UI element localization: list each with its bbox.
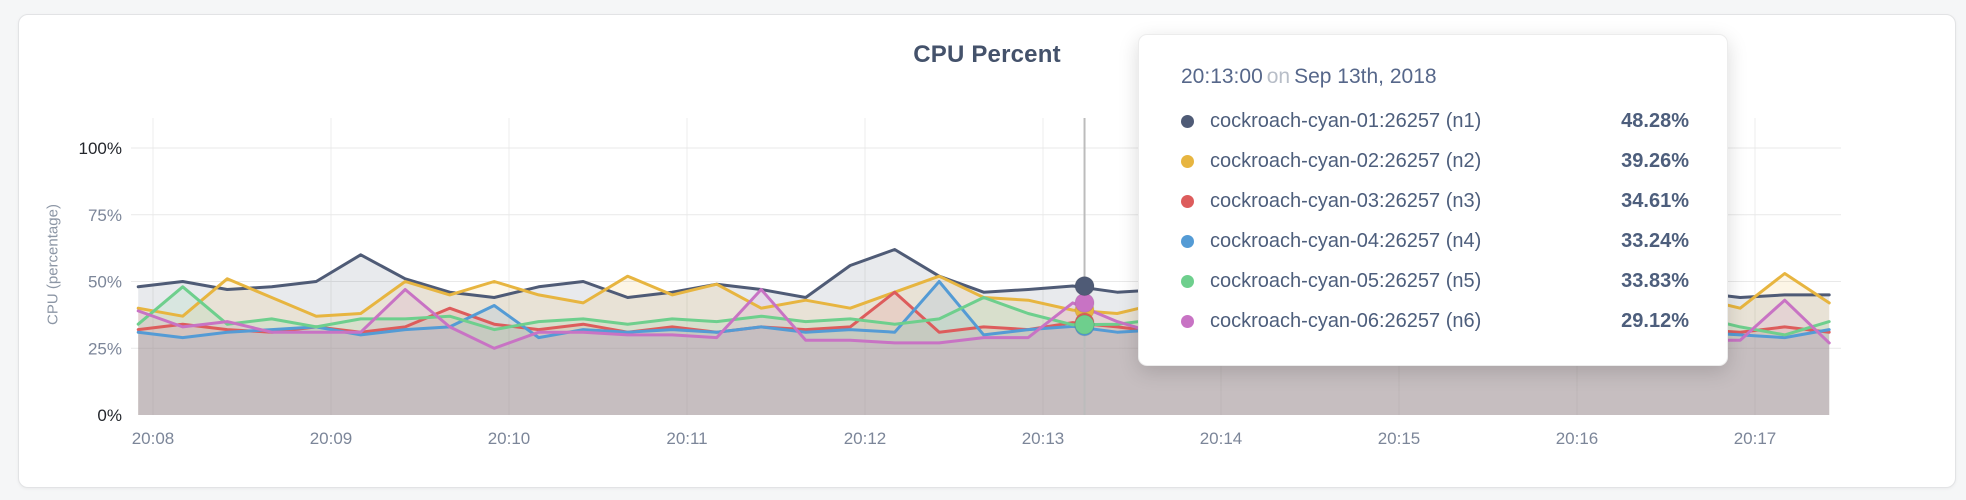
x-tick-label: 20:14 <box>1200 429 1243 448</box>
tooltip-row: cockroach-cyan-06:26257 (n6) 29.12% <box>1181 301 1689 341</box>
x-tick-label: 20:17 <box>1734 429 1777 448</box>
y-axis-title: CPU (percentage) <box>44 204 62 325</box>
series-color-dot <box>1181 154 1194 168</box>
series-color-dot <box>1181 314 1194 328</box>
series-value: 39.26% <box>1621 149 1689 172</box>
tooltip-row: cockroach-cyan-01:26257 (n1) 48.28% <box>1181 101 1689 141</box>
series-area <box>138 292 1830 415</box>
tooltip-time: 20:13:00 <box>1181 65 1263 88</box>
tooltip-connector: on <box>1266 65 1291 88</box>
series-area <box>138 281 1830 415</box>
y-tick-label: 0% <box>97 406 122 425</box>
chart-title: CPU Percent <box>913 41 1061 68</box>
tooltip-rows: cockroach-cyan-01:26257 (n1) 48.28% cockro… <box>1181 101 1689 341</box>
tooltip-row: cockroach-cyan-04:26257 (n4) 33.24% <box>1181 221 1689 261</box>
series-label: cockroach-cyan-05:26257 (n5) <box>1210 269 1482 292</box>
tooltip-row: cockroach-cyan-05:26257 (n5) 33.83% <box>1181 261 1689 301</box>
series-value: 34.61% <box>1621 189 1689 212</box>
series-value: 48.28% <box>1621 109 1689 132</box>
series-value: 33.24% <box>1621 229 1689 252</box>
series-label: cockroach-cyan-06:26257 (n6) <box>1210 309 1482 332</box>
x-tick-label: 20:10 <box>488 429 531 448</box>
x-tick-label: 20:12 <box>844 429 887 448</box>
series-color-dot <box>1181 114 1194 128</box>
y-tick-label: 75% <box>88 206 122 225</box>
series-label: cockroach-cyan-01:26257 (n1) <box>1210 109 1482 132</box>
series-value: 33.83% <box>1621 269 1689 292</box>
series-color-dot <box>1181 274 1194 288</box>
x-tick-label: 20:11 <box>666 429 707 448</box>
x-tick-label: 20:09 <box>310 429 353 448</box>
series-color-dot <box>1181 234 1194 248</box>
hover-dot[interactable] <box>1074 276 1095 297</box>
x-tick-label: 20:13 <box>1022 429 1065 448</box>
x-tick-label: 20:16 <box>1556 429 1599 448</box>
hover-dot[interactable] <box>1074 314 1095 335</box>
y-tick-label: 50% <box>88 273 122 292</box>
y-tick-label: 25% <box>88 339 122 358</box>
x-tick-label: 20:08 <box>132 429 175 448</box>
y-tick-label: 100% <box>79 139 122 158</box>
tooltip-date: Sep 13th, 2018 <box>1294 65 1437 88</box>
hover-tooltip: 20:13:00 on Sep 13th, 2018 cockroach-cyan-… <box>1138 34 1728 366</box>
series-label: cockroach-cyan-02:26257 (n2) <box>1210 149 1482 172</box>
axis-labels: 20:08 20:09 20:10 20:11 20:12 20:13 20:14 20:15… <box>79 139 1777 448</box>
tooltip-row: cockroach-cyan-03:26257 (n3) 34.61% <box>1181 181 1689 221</box>
hover-layer <box>1074 118 1095 415</box>
series-label: cockroach-cyan-04:26257 (n4) <box>1210 229 1482 252</box>
series-color-dot <box>1181 194 1194 208</box>
tooltip-row: cockroach-cyan-02:26257 (n2) 39.26% <box>1181 141 1689 181</box>
series-area <box>138 289 1830 415</box>
x-tick-label: 20:15 <box>1378 429 1421 448</box>
tooltip-header: 20:13:00 on Sep 13th, 2018 <box>1181 65 1689 89</box>
series-label: cockroach-cyan-03:26257 (n3) <box>1210 189 1482 212</box>
series-value: 29.12% <box>1621 309 1689 332</box>
series-area <box>138 286 1830 415</box>
hover-dot[interactable] <box>1074 292 1095 313</box>
chart-card: 20:08 20:09 20:10 20:11 20:12 20:13 20:14 20:15… <box>18 14 1956 488</box>
